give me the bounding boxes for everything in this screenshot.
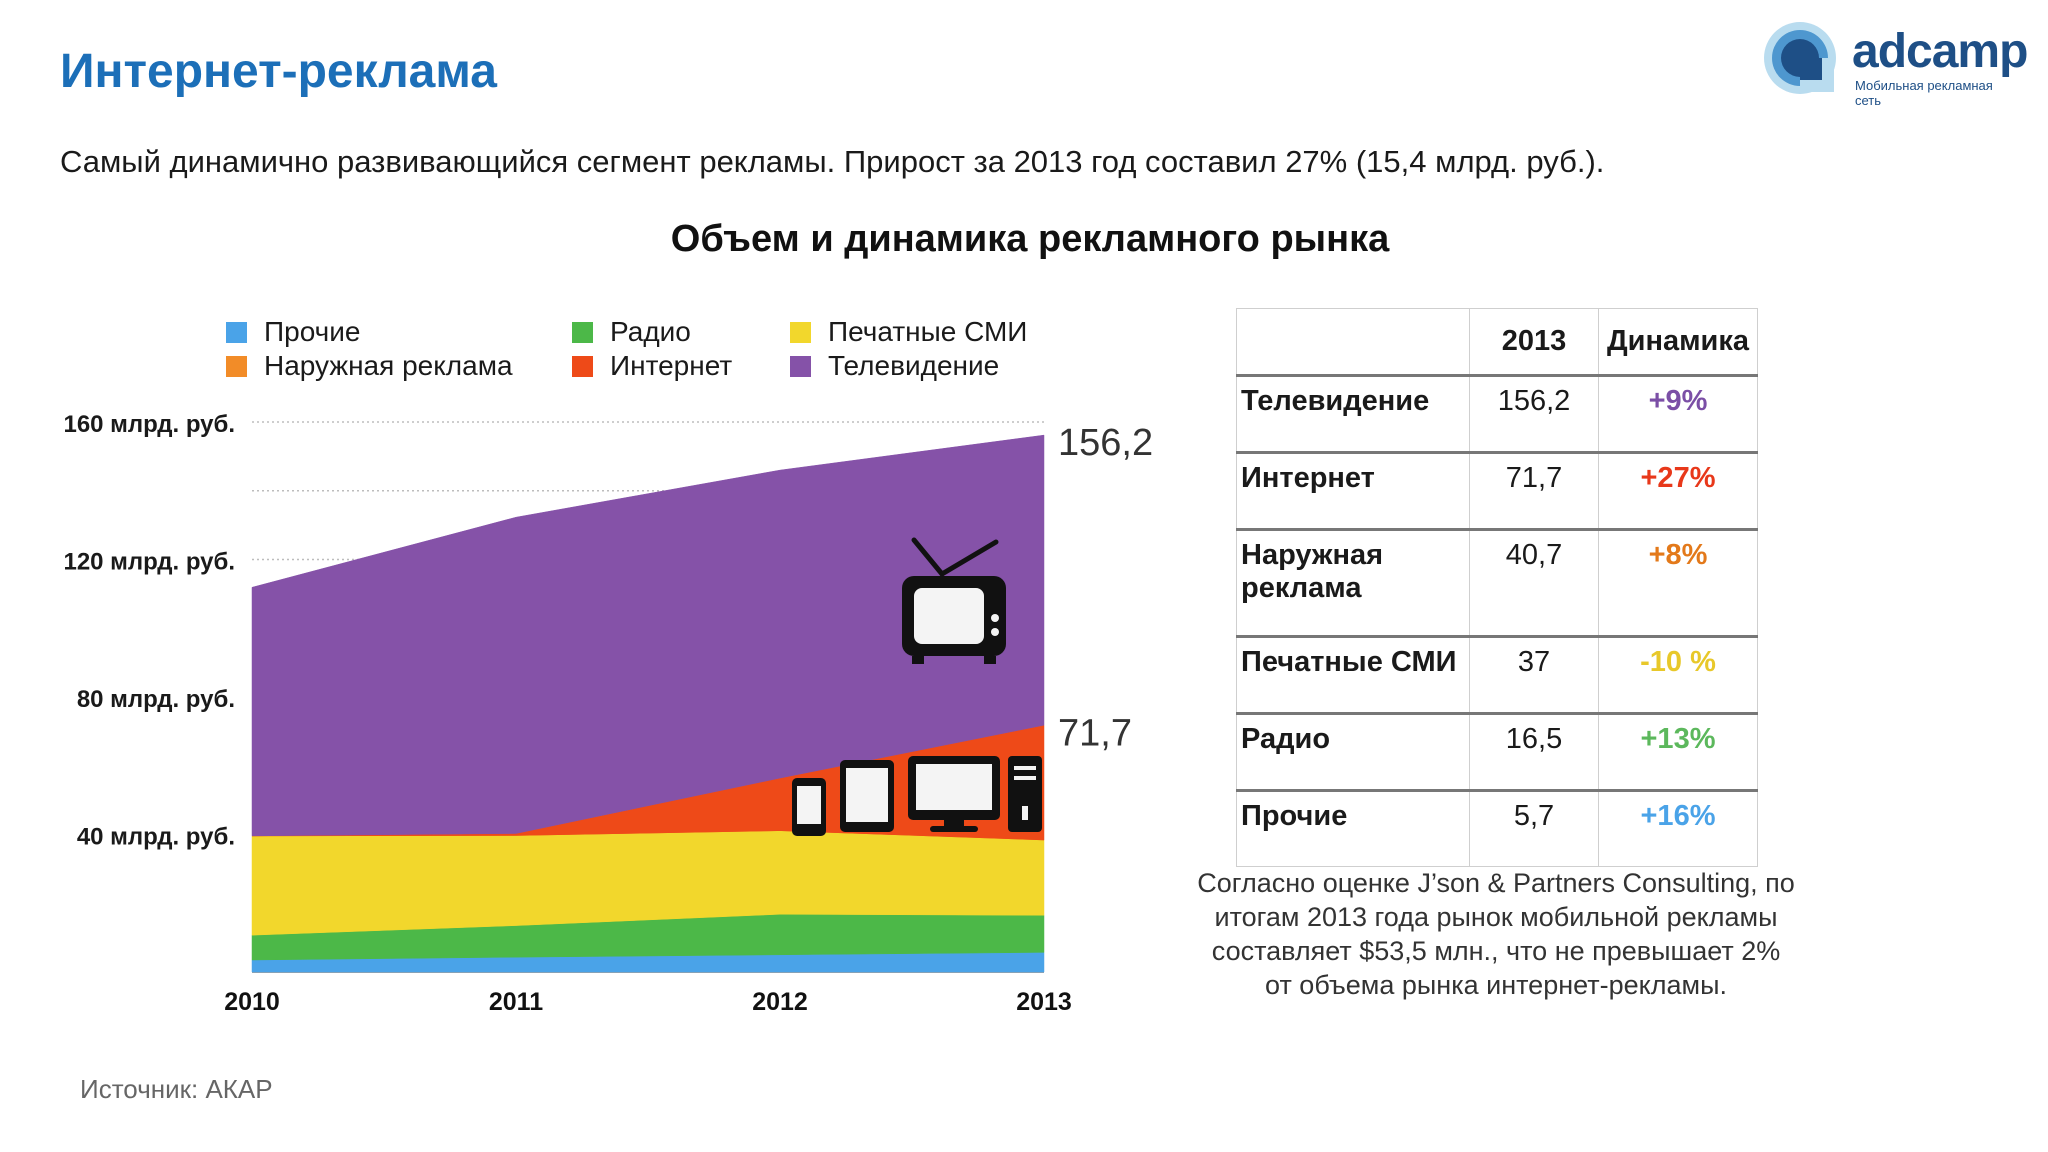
area-series-телевидение <box>251 434 1045 837</box>
x-tick-label: 2013 <box>1016 988 1072 1016</box>
legend-label: Радио <box>610 316 691 347</box>
logo-tagline: Мобильная рекламная сеть <box>1855 78 1993 108</box>
table-header-year: 2013 <box>1469 308 1599 376</box>
logo-name: adcamp <box>1852 25 2028 78</box>
source-note: Источник: АКАР <box>80 1074 273 1104</box>
table-cell-category: Интернет <box>1236 451 1470 530</box>
legend-swatch <box>790 355 811 377</box>
y-tick-label: 120 млрд. руб. <box>63 549 235 576</box>
legend-label: Интернет <box>610 350 733 381</box>
x-tick-label: 2010 <box>224 988 280 1016</box>
y-tick-label: 160 млрд. руб. <box>63 411 235 438</box>
table-cell-dynamics: +13% <box>1598 712 1758 791</box>
table-cell-category: Наружная реклама <box>1236 528 1470 637</box>
table-cell-value: 16,5 <box>1469 712 1599 791</box>
mobile-devices-icon <box>792 756 1042 836</box>
adcamp-logo: adcamp Мобильная рекламная сеть <box>1760 18 2028 108</box>
area-chart: 160 млрд. руб. 120 млрд. руб. 80 млрд. руб… <box>63 411 1153 1016</box>
legend-label: Телевидение <box>828 350 1000 381</box>
table-cell-value: 5,7 <box>1469 789 1599 867</box>
slide-title: Интернет-реклама <box>60 45 497 98</box>
legend-swatch <box>790 321 811 343</box>
table-row: Наружная реклама 40,7 +8% <box>1236 528 1758 637</box>
table-cell-value: 37 <box>1469 635 1599 714</box>
value-annotation: 156,2 <box>1058 422 1153 464</box>
table-header-category <box>1236 308 1470 376</box>
table-row: Телевидение 156,2 +9% <box>1236 374 1758 453</box>
x-tick-label: 2012 <box>752 988 808 1016</box>
y-tick-label: 80 млрд. руб. <box>77 686 235 713</box>
table-cell-dynamics: +8% <box>1598 528 1758 637</box>
table-header-dynamics: Динамика <box>1598 308 1758 376</box>
table-cell-value: 71,7 <box>1469 451 1599 530</box>
tv-icon <box>902 537 1006 664</box>
legend-item: Телевидение <box>790 350 999 382</box>
table-row: Интернет 71,7 +27% <box>1236 451 1758 530</box>
legend-swatch <box>226 321 247 343</box>
table-cell-dynamics: -10 % <box>1598 635 1758 714</box>
table-cell-value: 40,7 <box>1469 528 1599 637</box>
table-cell-category: Телевидение <box>1236 374 1470 453</box>
table-cell-value: 156,2 <box>1469 374 1599 453</box>
table-cell-category: Прочие <box>1236 789 1470 867</box>
legend-swatch <box>226 355 247 377</box>
table-cell-dynamics: +27% <box>1598 451 1758 530</box>
table-cell-dynamics: +9% <box>1598 374 1758 453</box>
table-cell-category: Радио <box>1236 712 1470 791</box>
table-header-row: 2013 Динамика <box>1236 308 1758 376</box>
y-tick-label: 40 млрд. руб. <box>77 824 235 851</box>
legend-item: Печатные СМИ <box>790 316 1027 348</box>
market-table: 2013 Динамика Телевидение 156,2 +9% Интерне… <box>1236 308 1758 867</box>
market-note: Согласно оценке J’son & Partners Consult… <box>1197 868 1795 1000</box>
legend-label: Прочие <box>264 316 361 347</box>
legend-item: Радио <box>572 316 691 348</box>
legend-label: Наружная реклама <box>264 350 513 381</box>
table-row: Радио 16,5 +13% <box>1236 712 1758 791</box>
table-cell-category: Печатные СМИ <box>1236 635 1470 714</box>
legend-item: Наружная реклама <box>226 350 513 382</box>
legend-item: Интернет <box>572 350 732 382</box>
table-row: Прочие 5,7 +16% <box>1236 789 1758 867</box>
legend-swatch <box>572 321 593 343</box>
table-cell-dynamics: +16% <box>1598 789 1758 867</box>
x-tick-label: 2011 <box>489 988 543 1016</box>
legend-label: Печатные СМИ <box>828 316 1028 347</box>
chart-title: Объем и динамика рекламного рынка <box>670 218 1390 260</box>
legend-item: Прочие <box>226 316 360 348</box>
table-row: Печатные СМИ 37 -10 % <box>1236 635 1758 714</box>
logo-icon <box>1764 22 1836 94</box>
slide-subtitle: Самый динамично развивающийся сегмент ре… <box>60 144 1605 179</box>
value-annotation: 71,7 <box>1058 713 1132 755</box>
legend-swatch <box>572 355 593 377</box>
